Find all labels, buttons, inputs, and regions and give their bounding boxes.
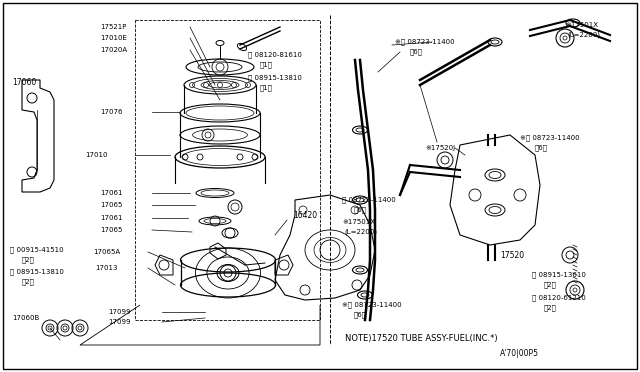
Text: 17010: 17010 <box>85 152 108 158</box>
Text: 17099: 17099 <box>108 309 131 315</box>
Text: ※Ⓒ 08723-11400: ※Ⓒ 08723-11400 <box>342 302 402 308</box>
Text: 17521P: 17521P <box>100 24 126 30</box>
Text: （6）: （6） <box>410 49 423 55</box>
Text: 17060B: 17060B <box>12 315 39 321</box>
Text: 17061: 17061 <box>100 190 122 196</box>
Text: 17065: 17065 <box>100 202 122 208</box>
Text: （6）: （6） <box>354 207 367 213</box>
Bar <box>135 20 320 320</box>
Text: （2）: （2） <box>22 279 35 285</box>
Text: 17099: 17099 <box>108 319 131 325</box>
Text: Ⓦ 08915-13810: Ⓦ 08915-13810 <box>10 269 64 275</box>
Text: （2）: （2） <box>22 257 35 263</box>
Text: 17010E: 17010E <box>100 35 127 41</box>
Text: 17060: 17060 <box>12 77 36 87</box>
Text: ※17501X: ※17501X <box>342 219 375 225</box>
Text: ※Ⓒ 08723-11400: ※Ⓒ 08723-11400 <box>395 39 454 45</box>
Text: （6）: （6） <box>535 145 548 151</box>
Text: (L=2200): (L=2200) <box>567 32 600 38</box>
Text: Ⓑ 08120-81610: Ⓑ 08120-81610 <box>248 52 302 58</box>
Text: （6）: （6） <box>354 312 367 318</box>
Text: 16420: 16420 <box>293 211 317 219</box>
Text: NOTE)17520 TUBE ASSY-FUEL(INC.*): NOTE)17520 TUBE ASSY-FUEL(INC.*) <box>345 334 498 343</box>
Text: Ⓑ 08120-61210: Ⓑ 08120-61210 <box>532 295 586 301</box>
Text: 17076: 17076 <box>100 109 122 115</box>
Text: （2）: （2） <box>544 282 557 288</box>
Text: ※17520J: ※17520J <box>425 145 455 151</box>
Text: （1）: （1） <box>260 85 273 91</box>
Text: Ⓒ 08723-11400: Ⓒ 08723-11400 <box>342 197 396 203</box>
Text: 17020A: 17020A <box>100 47 127 53</box>
Text: A'70|00P5: A'70|00P5 <box>500 350 539 359</box>
Text: 17013: 17013 <box>95 265 118 271</box>
Text: Ⓦ 08915-13610: Ⓦ 08915-13610 <box>532 272 586 278</box>
Text: 17061: 17061 <box>100 215 122 221</box>
Text: 17065: 17065 <box>100 227 122 233</box>
Text: ※17501X: ※17501X <box>565 22 598 28</box>
Text: Ⓦ 00915-41510: Ⓦ 00915-41510 <box>10 247 63 253</box>
Text: (L=2200): (L=2200) <box>344 229 377 235</box>
Text: Ⓦ 08915-13810: Ⓦ 08915-13810 <box>248 75 302 81</box>
Text: ※Ⓒ 08723-11400: ※Ⓒ 08723-11400 <box>520 135 580 141</box>
Text: （1）: （1） <box>260 62 273 68</box>
Text: （2）: （2） <box>544 305 557 311</box>
Text: 17520: 17520 <box>500 250 524 260</box>
Text: 17065A: 17065A <box>93 249 120 255</box>
